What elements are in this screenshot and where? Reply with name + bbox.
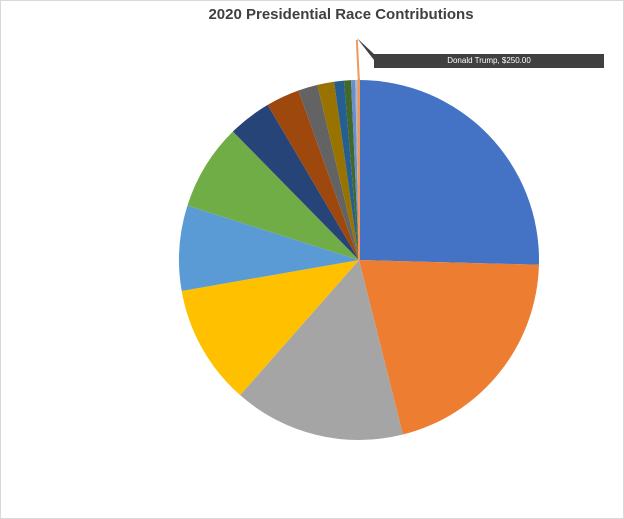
pie-slice	[359, 80, 539, 265]
callout-stem	[355, 39, 360, 81]
pie-slice	[298, 84, 359, 260]
pie-slice	[334, 80, 359, 261]
pie-slice	[178, 205, 359, 291]
pie-slice	[232, 104, 359, 260]
pie-slice	[240, 260, 403, 440]
callout-pointer	[356, 38, 374, 60]
chart-title: 2020 Presidential Race Contributions	[208, 6, 473, 23]
pie-slice	[317, 81, 359, 260]
pie-slice	[181, 260, 359, 396]
pie-slice	[187, 131, 359, 260]
pie-slice	[267, 90, 359, 260]
pie-slice	[351, 80, 359, 260]
pie-slice	[343, 80, 359, 260]
callout-box	[374, 54, 604, 68]
data-label: Donald Trump, $250.00	[447, 56, 531, 65]
pie-slice	[359, 260, 539, 435]
